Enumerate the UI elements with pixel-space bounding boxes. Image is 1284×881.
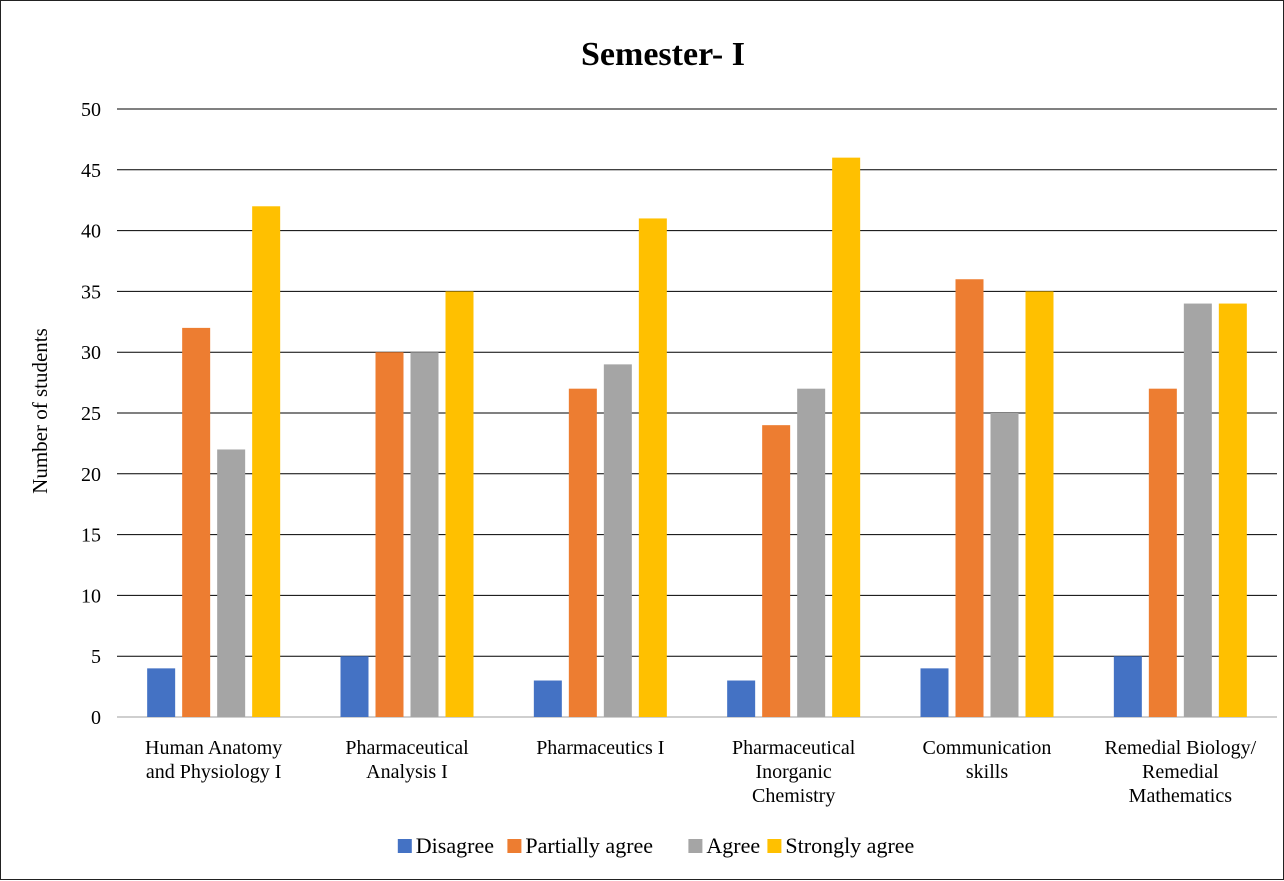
bar-disagree [727,680,756,717]
bar-strongly-agree [832,157,861,717]
y-tick-label: 40 [81,221,101,243]
x-category-label: Human Anatomy and Physiology I [145,737,282,783]
bar-strongly-agree [638,218,667,717]
bar-disagree [533,680,562,717]
bar-strongly-agree [1218,303,1247,717]
x-category-label: Remedial Biology/Remedial Mathematics [1105,737,1257,807]
y-tick-label: 25 [81,403,101,425]
legend-label: Disagree [416,833,494,858]
legend-swatch [397,839,412,853]
bar-disagree [147,668,176,717]
x-category-label: Pharmaceutical Inorganic Chemistry [732,737,856,807]
bar-agree [217,449,246,717]
bar-partially-agree [568,388,597,717]
bar-agree [797,388,826,717]
bar-agree [410,352,439,717]
y-tick-label: 50 [81,99,101,121]
y-tick-label: 5 [91,646,101,668]
gridlines [117,108,1277,718]
x-axis-categories: Human Anatomy and Physiology I Pharmaceuti… [145,737,1257,807]
bar-agree [1183,303,1212,717]
legend-label: Partially agree [525,833,653,858]
y-tick-label: 35 [81,281,101,303]
legend-label: Strongly agree [785,833,914,858]
bar-disagree [1113,656,1142,717]
y-tick-label: 20 [81,464,101,486]
legend-label: Agree [706,833,760,858]
y-tick-label: 10 [81,585,101,607]
legend: Disagree Partially agree Agree Strongly agr… [397,833,914,858]
bar-strongly-agree [252,206,281,717]
bar-agree [990,413,1019,717]
bar-disagree [920,668,949,717]
bar-strongly-agree [1025,291,1054,717]
y-tick-label: 30 [81,342,101,364]
legend-swatch [767,839,782,853]
bar-partially-agree [1148,388,1177,717]
bar-partially-agree [182,327,211,717]
bar-disagree [340,656,369,717]
y-axis-ticks: 0 5 10 15 20 25 30 35 40 45 50 [81,99,101,729]
bars [147,157,1247,717]
bar-partially-agree [762,425,791,717]
y-tick-label: 0 [91,707,101,729]
bar-strongly-agree [445,291,474,717]
x-category-label: Communication skills [923,737,1052,783]
legend-swatch [688,839,703,853]
chart-title: Semester- I [581,36,745,73]
y-tick-label: 15 [81,525,101,547]
legend-swatch [507,839,522,853]
bar-partially-agree [955,279,984,717]
y-axis-label: Number of students [28,328,52,494]
bar-partially-agree [375,352,404,717]
x-category-label: Pharmaceutical Analysis I [345,737,469,783]
x-category-label: Pharmaceutics I [536,737,664,759]
y-tick-label: 45 [81,160,101,182]
bar-agree [603,364,632,717]
